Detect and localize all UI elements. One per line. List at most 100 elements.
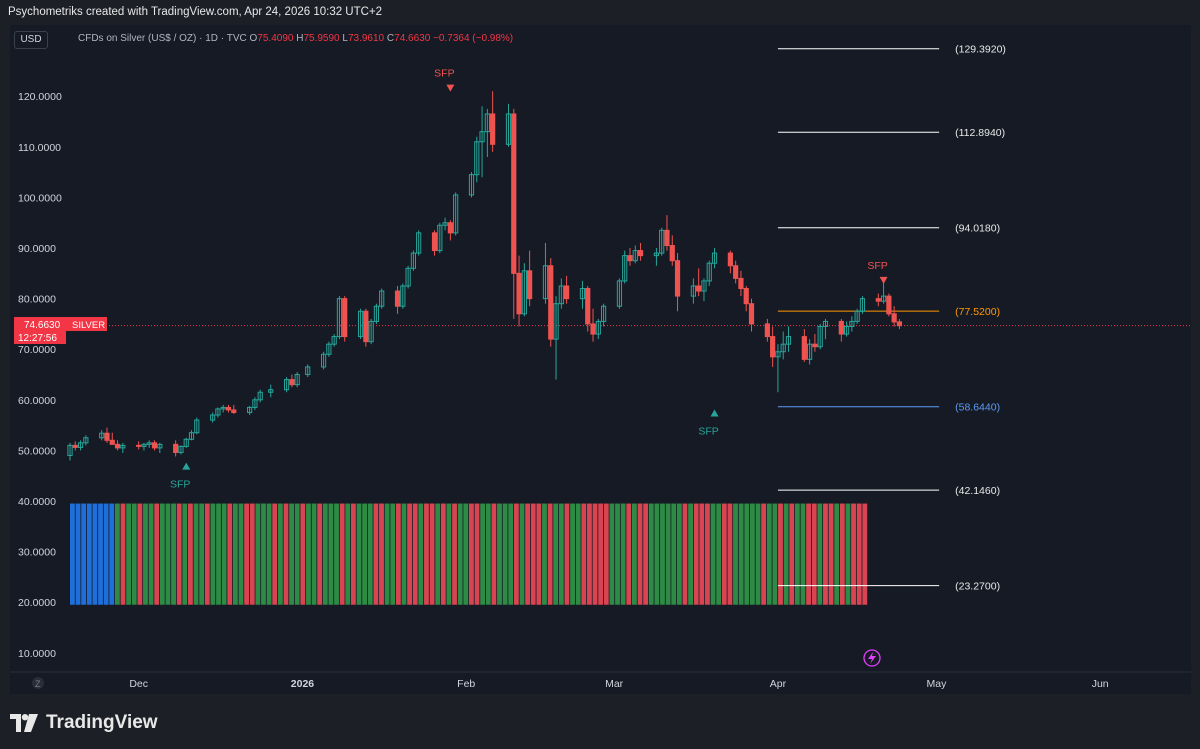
- volume-bar: [508, 503, 514, 605]
- volume-bar: [311, 503, 317, 605]
- candle: [854, 308, 860, 324]
- candle: [368, 318, 374, 345]
- candle: [405, 265, 411, 289]
- fib-level-label: (42.1460): [955, 485, 1000, 497]
- candle: [880, 280, 887, 304]
- volume-bar: [266, 503, 272, 605]
- candle-body: [511, 113, 517, 274]
- candle: [664, 215, 670, 251]
- candle: [157, 442, 163, 453]
- candle: [342, 296, 348, 342]
- candle: [225, 404, 232, 413]
- candle: [696, 268, 702, 297]
- candle: [120, 442, 126, 453]
- candle: [104, 427, 110, 443]
- y-tick-label: 50.0000: [18, 445, 56, 457]
- candle: [252, 397, 258, 410]
- candle-body: [521, 270, 527, 315]
- candle: [178, 445, 184, 455]
- high-label: H: [296, 33, 304, 44]
- symbol-description: CFDs on Silver (US$ / OZ) · 1D · TVC: [78, 33, 247, 44]
- candle: [764, 318, 770, 342]
- y-tick-label: 110.0000: [18, 142, 61, 154]
- volume-bar: [131, 503, 137, 605]
- volume-bar: [491, 503, 497, 605]
- candle: [775, 344, 781, 393]
- candle: [320, 351, 327, 370]
- volume-bar: [407, 503, 413, 605]
- candle-body: [785, 336, 792, 345]
- candle-body: [854, 310, 860, 322]
- candle-body: [696, 285, 702, 292]
- candle-body: [780, 343, 786, 353]
- volume-bar: [379, 503, 384, 605]
- candle: [511, 108, 517, 319]
- currency-selector[interactable]: USD: [14, 31, 48, 49]
- candle-body: [210, 414, 216, 421]
- volume-bar: [322, 503, 328, 605]
- candle-body: [595, 320, 601, 335]
- volume-bar: [159, 503, 165, 605]
- volume-bar: [547, 503, 553, 605]
- candle-body: [83, 437, 89, 444]
- volume-bar: [384, 503, 390, 605]
- candle: [622, 250, 628, 284]
- candle-body: [400, 285, 406, 307]
- candle: [553, 296, 559, 380]
- tradingview-logo[interactable]: TradingView: [10, 711, 158, 735]
- lightning-icon[interactable]: [863, 649, 881, 667]
- volume-bar: [390, 503, 396, 605]
- candle: [653, 248, 660, 266]
- timezone-button[interactable]: Z: [32, 677, 44, 689]
- volume-bar: [688, 503, 693, 605]
- candle: [785, 326, 792, 352]
- volume-bar: [485, 503, 491, 605]
- candle-body: [896, 321, 903, 327]
- volume-bar: [553, 503, 559, 605]
- close-label: C: [386, 33, 395, 44]
- price-tag-price: 74.6630: [24, 320, 61, 331]
- candle-body: [822, 320, 829, 327]
- candle: [109, 432, 115, 445]
- candle: [151, 440, 158, 451]
- volume-bar: [261, 503, 266, 605]
- x-tick-label: Apr: [770, 678, 787, 690]
- volume-bar: [75, 503, 81, 605]
- candle: [564, 275, 570, 304]
- y-axis: 120.0000 110.0000 100.0000 90.0000 80.0000 70…: [18, 91, 62, 660]
- candle-body: [711, 252, 718, 264]
- fib-level-label: (112.8940): [955, 127, 1005, 139]
- volume-bar: [648, 503, 654, 605]
- candle: [484, 108, 490, 157]
- candle-body: [247, 406, 253, 413]
- candle-body: [394, 290, 401, 307]
- candle: [822, 318, 829, 340]
- y-tick-label: 100.0000: [18, 192, 62, 204]
- volume-bar: [238, 503, 244, 605]
- candle-body: [886, 295, 892, 315]
- candle: [284, 377, 290, 393]
- candle: [183, 437, 189, 448]
- candle-body: [542, 265, 549, 300]
- price-tag: 74.6630 SILVER 12:27:56: [14, 317, 107, 344]
- candle-body: [664, 229, 670, 247]
- candle-body: [416, 232, 422, 254]
- volume-bar: [665, 503, 671, 605]
- volume-bar: [778, 503, 783, 605]
- candle-body: [178, 445, 184, 453]
- candle: [627, 248, 633, 266]
- volume-bar: [143, 503, 148, 605]
- candle: [220, 404, 226, 413]
- candle-body: [331, 336, 337, 345]
- volume-bar: [558, 503, 564, 605]
- candle: [727, 250, 733, 274]
- candle: [188, 430, 195, 441]
- candle-body: [379, 290, 385, 307]
- volume-bar: [350, 503, 356, 605]
- volume-bar: [811, 503, 817, 605]
- sfp-label: SFP: [434, 68, 454, 80]
- candle: [875, 293, 881, 307]
- candle-body: [590, 323, 596, 335]
- candle: [738, 270, 744, 297]
